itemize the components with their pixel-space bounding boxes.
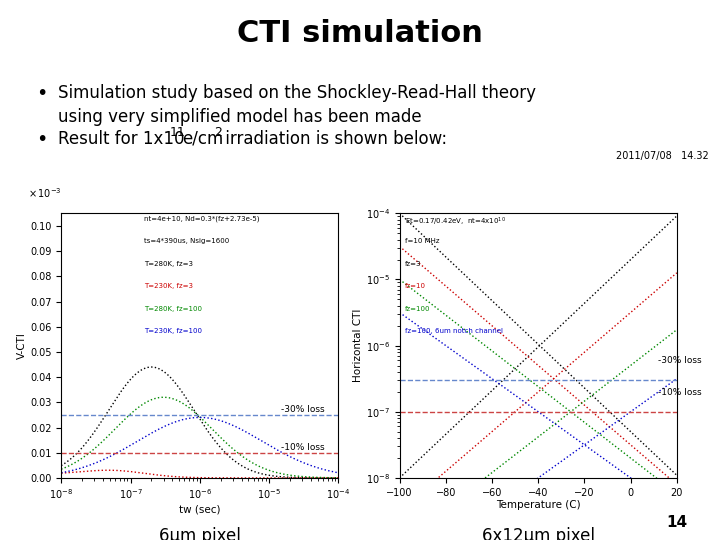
Text: T=280K, fz=3: T=280K, fz=3 — [145, 261, 194, 267]
Text: T=230K, fz=3: T=230K, fz=3 — [145, 284, 194, 289]
X-axis label: Temperature (C): Temperature (C) — [496, 501, 580, 510]
Text: T=230K, fz=100: T=230K, fz=100 — [145, 328, 202, 334]
Text: CTI simulation: CTI simulation — [237, 19, 483, 48]
Text: $\times\,10^{-3}$: $\times\,10^{-3}$ — [28, 186, 62, 200]
Text: -10% loss: -10% loss — [658, 388, 702, 397]
X-axis label: tw (sec): tw (sec) — [179, 504, 220, 514]
Y-axis label: Horizontal CTI: Horizontal CTI — [353, 309, 363, 382]
Text: irradiation is shown below:: irradiation is shown below: — [220, 130, 446, 147]
Y-axis label: V-CTI: V-CTI — [17, 332, 27, 359]
Text: 11: 11 — [169, 126, 185, 139]
Text: -30% loss: -30% loss — [658, 356, 702, 365]
Text: Simulation study based on the Shockley-Read-Hall theory: Simulation study based on the Shockley-R… — [58, 84, 536, 102]
Text: Et=0.17/0.42eV,  nt=4x10$^{10}$: Et=0.17/0.42eV, nt=4x10$^{10}$ — [405, 216, 506, 228]
Text: 6x12μm pixel: 6x12μm pixel — [482, 527, 595, 540]
Text: -30% loss: -30% loss — [282, 406, 325, 414]
Text: fz=3: fz=3 — [405, 261, 422, 267]
Text: •: • — [36, 84, 48, 103]
Text: using very simplified model has been made: using very simplified model has been mad… — [58, 108, 421, 126]
Text: nt=4e+10, Nd=0.3*(fz+2.73e-5): nt=4e+10, Nd=0.3*(fz+2.73e-5) — [145, 216, 260, 222]
Text: fz=100: fz=100 — [405, 306, 431, 312]
Text: -10% loss: -10% loss — [282, 443, 325, 452]
Text: T=280K, fz=100: T=280K, fz=100 — [145, 306, 202, 312]
Text: e/cm: e/cm — [182, 130, 223, 147]
Text: 14: 14 — [667, 515, 688, 530]
Text: •: • — [36, 130, 48, 148]
Text: 2: 2 — [215, 126, 222, 139]
Text: fz=100, 6um notch channel: fz=100, 6um notch channel — [405, 328, 503, 334]
Text: Result for 1x10: Result for 1x10 — [58, 130, 184, 147]
Text: fz=10: fz=10 — [405, 284, 426, 289]
Text: f=10 MHz: f=10 MHz — [405, 239, 440, 245]
Text: ts=4*390us, Nsig=1600: ts=4*390us, Nsig=1600 — [145, 239, 230, 245]
Text: 2011/07/08   14.32: 2011/07/08 14.32 — [616, 151, 708, 161]
Text: 6μm pixel: 6μm pixel — [159, 527, 240, 540]
